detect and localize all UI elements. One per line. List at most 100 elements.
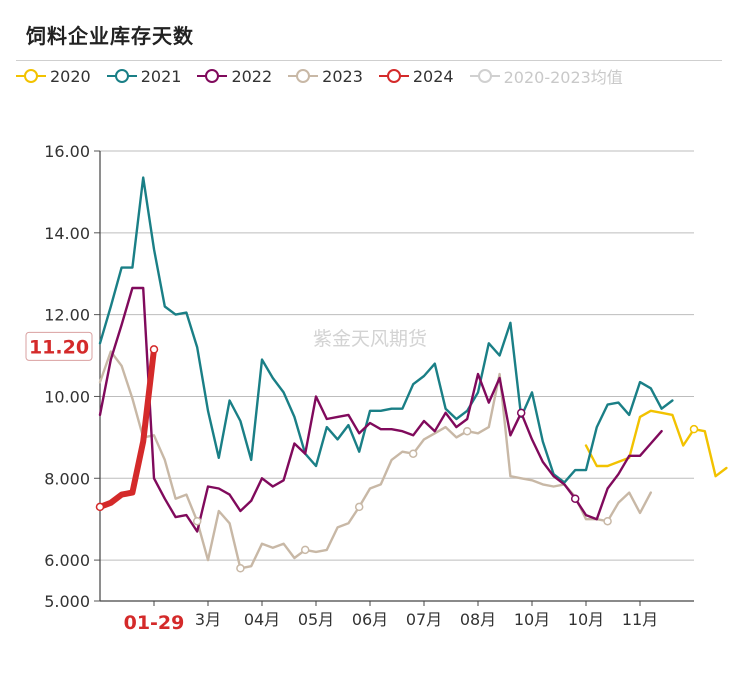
data-point-2021 <box>497 353 503 359</box>
data-point-2023 <box>367 486 373 492</box>
series-marker-2023 <box>192 516 202 526</box>
x-pointer-label: 01-29 <box>124 612 185 634</box>
data-point-2023 <box>205 557 211 563</box>
legend-label: 2021 <box>140 66 182 86</box>
legend-line-circle-icon <box>16 68 46 84</box>
series-marker-2023 <box>300 545 310 555</box>
data-point-2022 <box>561 481 567 487</box>
data-point-2023 <box>453 434 459 440</box>
series-marker-2020 <box>689 424 699 434</box>
data-point-2021 <box>216 455 222 461</box>
data-point-2022 <box>237 508 243 514</box>
data-point-2021 <box>151 246 157 252</box>
data-point-2023 <box>227 520 233 526</box>
data-point-2022 <box>626 453 632 459</box>
data-point-2021 <box>281 389 287 395</box>
data-point-2021 <box>324 424 330 430</box>
data-point-2022 <box>194 528 200 534</box>
legend-item-2021[interactable]: 2021 <box>106 66 182 86</box>
data-point-2020 <box>713 473 719 479</box>
data-point-2022 <box>378 426 384 432</box>
data-point-2021 <box>194 344 200 350</box>
data-point-2023 <box>162 457 168 463</box>
data-point-2021 <box>162 303 168 309</box>
data-point-2024 <box>107 499 114 506</box>
data-point-2022 <box>151 475 157 481</box>
data-point-2021 <box>119 265 125 271</box>
data-point-2021 <box>529 389 535 395</box>
data-point-2022 <box>270 483 276 489</box>
data-point-2021 <box>270 375 276 381</box>
data-point-2022 <box>507 432 513 438</box>
data-point-2022 <box>421 418 427 424</box>
data-point-2024 <box>140 438 147 445</box>
data-point-2022 <box>605 486 611 492</box>
data-point-2020 <box>669 412 675 418</box>
data-point-2021 <box>129 265 135 271</box>
data-point-2021 <box>345 422 351 428</box>
data-point-2023 <box>216 508 222 514</box>
x-tick-label: 10月 <box>568 610 604 629</box>
y-tick-label: 14.00 <box>44 224 90 243</box>
data-point-2023 <box>129 396 135 402</box>
series-line-2023 <box>98 350 652 570</box>
data-point-2022 <box>648 441 654 447</box>
x-tick-label: 05月 <box>298 610 334 629</box>
data-point-2021 <box>183 310 189 316</box>
data-point-2022 <box>173 514 179 520</box>
series-marker-2023 <box>462 426 472 436</box>
data-point-2022 <box>551 473 557 479</box>
data-point-2021 <box>367 408 373 414</box>
data-point-2022 <box>302 451 308 457</box>
data-point-2022 <box>443 410 449 416</box>
data-point-2020 <box>680 443 686 449</box>
data-point-2023 <box>389 457 395 463</box>
data-point-2022 <box>410 432 416 438</box>
data-point-2023 <box>540 481 546 487</box>
data-point-2023 <box>183 492 189 498</box>
data-point-2022 <box>389 426 395 432</box>
data-point-2020 <box>637 414 643 420</box>
data-point-2022 <box>583 512 589 518</box>
data-point-2022 <box>140 285 146 291</box>
series-marker-2022 <box>516 408 526 418</box>
data-point-2021 <box>259 357 265 363</box>
data-point-2022 <box>335 414 341 420</box>
legend-item-2022[interactable]: 2022 <box>197 67 272 86</box>
data-point-2021 <box>659 406 665 412</box>
series-marker-2022 <box>570 494 580 503</box>
data-point-2021 <box>432 361 438 367</box>
grid-lines <box>100 150 694 561</box>
series-marker-2023 <box>236 564 245 573</box>
data-point-2023 <box>399 449 405 455</box>
series-lines <box>95 176 728 573</box>
y-tick-label: 16.00 <box>44 142 90 161</box>
data-point-2021 <box>173 312 179 318</box>
data-point-2023 <box>507 473 513 479</box>
x-tick-label: 06月 <box>352 610 388 629</box>
data-point-2023 <box>529 477 535 483</box>
data-point-2023 <box>97 379 103 385</box>
series-marker-2023 <box>354 502 364 512</box>
data-point-2023 <box>626 490 632 496</box>
data-point-2023 <box>615 500 621 506</box>
chart-title: 饲料企业库存天数 <box>26 24 194 48</box>
data-point-2021 <box>378 408 384 414</box>
data-point-2022 <box>529 436 535 442</box>
data-point-2022 <box>324 416 330 422</box>
legend-line-circle-icon <box>378 68 409 84</box>
series-marker-2023 <box>408 449 418 458</box>
data-point-2022 <box>453 424 459 430</box>
data-point-2022 <box>345 412 351 418</box>
legend-item-2020[interactable]: 2020 <box>16 67 91 86</box>
legend-item-2024[interactable]: 2024 <box>378 67 454 86</box>
legend-item-2023[interactable]: 2023 <box>288 67 363 86</box>
data-point-2021 <box>421 373 427 379</box>
axis-pointer: 11.20 01-29 <box>25 331 185 634</box>
data-point-2023 <box>475 430 481 436</box>
data-point-2022 <box>659 428 665 434</box>
legend-item-2020-2023均值[interactable]: 2020-2023均值 <box>469 64 623 88</box>
series-marker-2024 <box>149 345 159 354</box>
series-marker-2024 <box>95 502 105 512</box>
